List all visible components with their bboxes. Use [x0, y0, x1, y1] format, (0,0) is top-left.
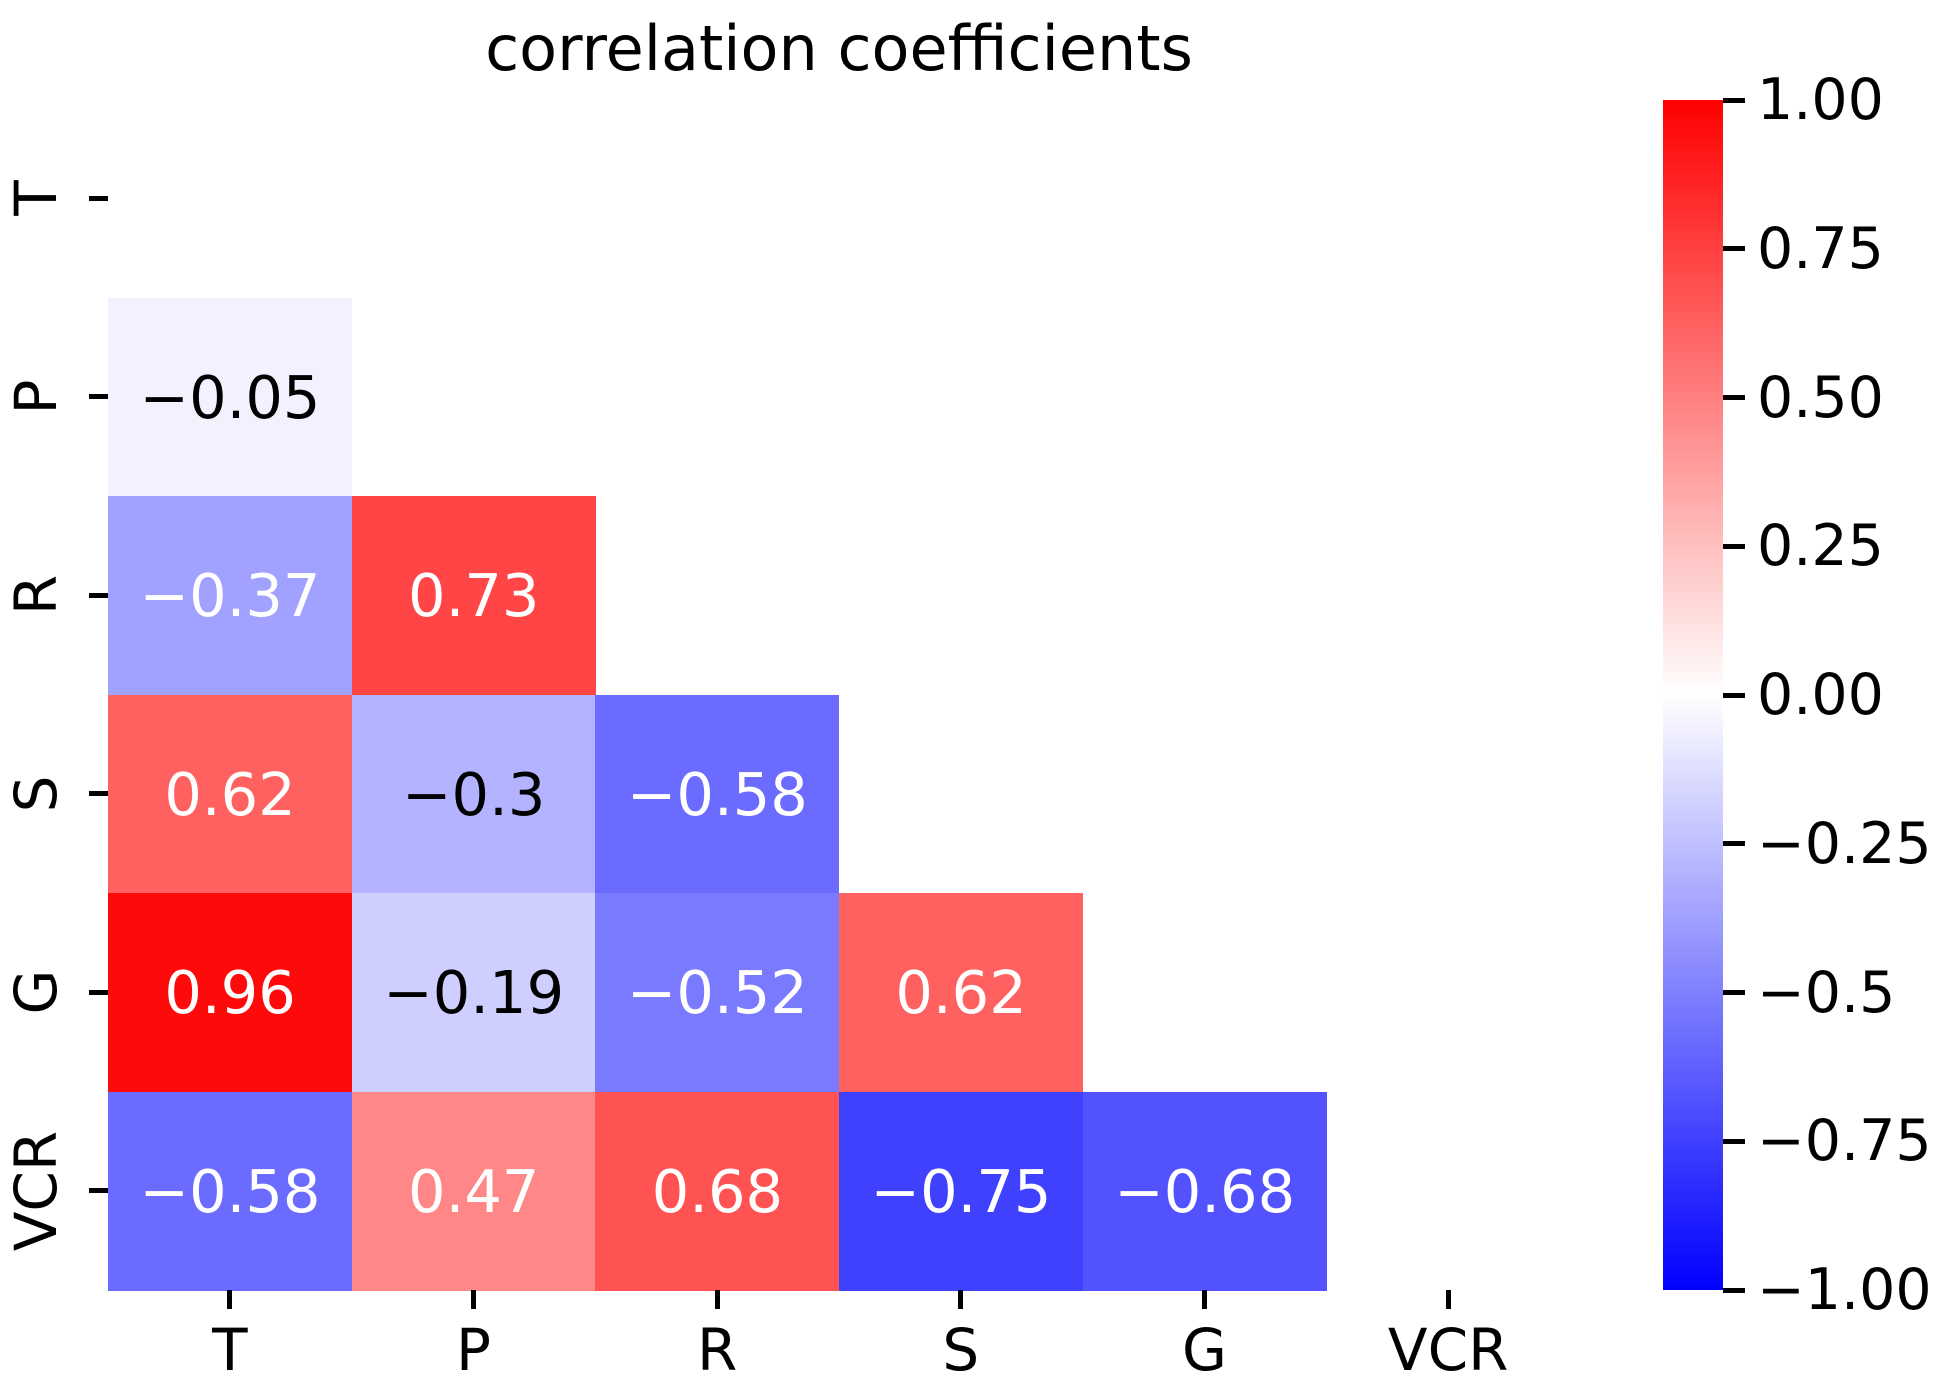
- x-tick-mark: [1445, 1290, 1451, 1309]
- heatmap-cell-G-S: 0.62: [839, 893, 1084, 1092]
- heatmap-cell-R-P: 0.73: [351, 496, 596, 695]
- colorbar-tick-mark: [1723, 841, 1745, 847]
- x-tick-mark: [227, 1290, 233, 1309]
- colorbar-tick-label: 0.25: [1757, 513, 1884, 580]
- y-tick-label-r: R: [2, 575, 70, 616]
- heatmap-cell-S-P: −0.3: [351, 694, 596, 894]
- colorbar-tick-mark: [1723, 543, 1745, 549]
- heatmap-cell-G-R: −0.52: [595, 893, 840, 1092]
- colorbar-tick-mark: [1723, 1138, 1745, 1144]
- y-tick-mark: [89, 394, 108, 400]
- x-tick-label-r: R: [697, 1316, 738, 1384]
- heatmap-cell-S-T: 0.62: [108, 694, 353, 894]
- y-tick-mark: [89, 791, 108, 797]
- colorbar-tick-label: 0.50: [1757, 364, 1884, 431]
- colorbar-tick-mark: [1723, 246, 1745, 252]
- heatmap-cell-VCR-G: −0.68: [1082, 1091, 1327, 1291]
- y-tick-label-t: T: [2, 180, 70, 216]
- heatmap-cell-R-T: −0.37: [108, 496, 353, 695]
- colorbar-tick-label: −0.75: [1757, 1108, 1932, 1175]
- colorbar-tick-label: 0.75: [1757, 215, 1884, 282]
- colorbar-tick-label: −1.00: [1757, 1257, 1932, 1323]
- colorbar-tick-mark: [1723, 1287, 1745, 1293]
- y-tick-mark: [89, 989, 108, 995]
- x-tick-mark: [958, 1290, 964, 1309]
- colorbar-tick-label: −0.25: [1757, 810, 1932, 877]
- y-tick-label-p: P: [2, 379, 70, 415]
- y-tick-label-g: G: [2, 969, 70, 1015]
- y-tick-mark: [89, 1188, 108, 1194]
- heatmap-cell-VCR-R: 0.68: [595, 1091, 840, 1291]
- heatmap-cell-VCR-S: −0.75: [839, 1091, 1084, 1291]
- heatmap-cell-VCR-T: −0.58: [108, 1091, 353, 1291]
- colorbar-tick-mark: [1723, 692, 1745, 698]
- y-tick-mark: [89, 592, 108, 598]
- colorbar-tick-mark: [1723, 395, 1745, 400]
- y-tick-label-s: S: [2, 775, 70, 813]
- heatmap-cell-G-P: −0.19: [351, 893, 596, 1092]
- y-tick-mark: [89, 195, 108, 201]
- x-tick-label-vcr: VCR: [1387, 1316, 1509, 1384]
- x-tick-mark: [1202, 1290, 1207, 1309]
- colorbar-tick-label: 1.00: [1757, 67, 1884, 133]
- heatmap-cell-VCR-P: 0.47: [351, 1091, 596, 1291]
- heatmap: −0.05 −0.37 0.73 0.62 −0.3 −0.58 0.96 −0.19 −0.5…: [108, 99, 1570, 1291]
- x-tick-label-s: S: [942, 1316, 980, 1384]
- x-tick-label-t: T: [212, 1316, 248, 1384]
- chart-title: correlation coefficients: [485, 12, 1193, 85]
- colorbar: [1663, 100, 1723, 1290]
- colorbar-tick-label: −0.5: [1757, 959, 1896, 1026]
- x-tick-label-g: G: [1182, 1316, 1227, 1384]
- x-tick-mark: [471, 1290, 476, 1309]
- y-tick-label-vcr: VCR: [2, 1130, 70, 1251]
- colorbar-tick-mark: [1723, 990, 1745, 995]
- heatmap-cell-G-T: 0.96: [108, 893, 353, 1092]
- x-tick-label-p: P: [456, 1316, 491, 1384]
- colorbar-tick-label: 0.00: [1757, 662, 1884, 728]
- heatmap-cell-P-T: −0.05: [108, 297, 353, 497]
- heatmap-cell-S-R: −0.58: [595, 694, 840, 894]
- colorbar-tick-mark: [1723, 97, 1745, 103]
- x-tick-mark: [714, 1290, 720, 1309]
